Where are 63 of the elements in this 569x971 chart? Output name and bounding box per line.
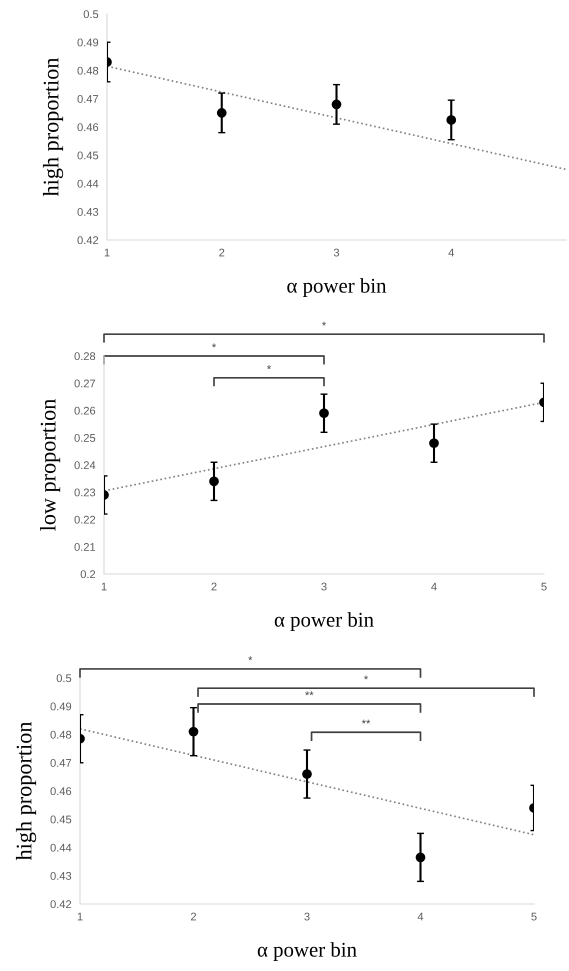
- annotation: *: [267, 365, 271, 370]
- y-tick-label: 0.43: [50, 872, 72, 880]
- x-tick-label: 2: [219, 248, 224, 256]
- y-tick-label: 0.46: [50, 787, 72, 796]
- x-tick-label: 4: [431, 582, 437, 590]
- y-tick-label: 0.49: [77, 38, 98, 46]
- x-tick-label: 4: [448, 248, 454, 256]
- x-tick-label: 2: [190, 912, 196, 920]
- point: [446, 115, 456, 125]
- y-axis-title: high proportion: [42, 58, 64, 196]
- y-axis-title: low proportion: [40, 398, 60, 531]
- y-tick-label: 0.5: [84, 10, 98, 18]
- x-tick-label: 3: [334, 248, 340, 256]
- annotation: *: [364, 676, 368, 680]
- y-tick-label: 0.5: [56, 674, 72, 682]
- y-tick-label: 0.44: [50, 844, 72, 852]
- text: *: [248, 656, 252, 660]
- point: [209, 476, 219, 486]
- x-tick-label: 2: [211, 582, 217, 590]
- point: [216, 108, 227, 118]
- y-tick-label: 0.42: [50, 900, 72, 908]
- point: [188, 726, 198, 737]
- y-tick-label: 0.45: [77, 152, 98, 160]
- x-tick-label: 4: [418, 912, 424, 920]
- y-tick-label: 0.23: [74, 488, 96, 496]
- y-tick-label: 0.46: [77, 123, 98, 132]
- x-tick-label: 5: [531, 912, 537, 920]
- y-tick-label: 0.49: [50, 702, 72, 710]
- x-tick-label: 3: [304, 912, 310, 920]
- point: [332, 100, 342, 110]
- y-tick-label: 0.43: [77, 208, 98, 216]
- point: [429, 438, 439, 448]
- x-axis-title: α power bin: [287, 278, 386, 298]
- x-axis-title: α power bin: [274, 612, 374, 632]
- y-tick-label: 0.44: [77, 180, 98, 188]
- y-tick-label: 0.47: [77, 95, 98, 103]
- y-tick-label: 0.27: [74, 380, 96, 388]
- y-tick-label: 0.45: [50, 816, 72, 824]
- y-tick-label: 0.24: [74, 461, 96, 470]
- y-tick-label: 0.47: [50, 759, 72, 767]
- y-tick-label: 0.26: [74, 406, 96, 415]
- text: *: [322, 322, 326, 326]
- y-tick-label: 0.25: [74, 434, 96, 442]
- y-tick-label: 0.42: [77, 236, 98, 244]
- x-axis-title: α power bin: [258, 942, 357, 962]
- y-tick-label: 0.21: [74, 543, 96, 551]
- y-axis-title: high proportion: [16, 722, 36, 860]
- y-tick-label: 0.2: [80, 570, 96, 578]
- x-tick-label: 1: [78, 912, 83, 920]
- text: *: [212, 343, 216, 348]
- point: [416, 852, 426, 862]
- point: [302, 769, 312, 779]
- y-tick-label: 0.48: [50, 730, 72, 739]
- y-tick-label: 0.48: [77, 66, 98, 75]
- x-tick-label: 3: [321, 582, 327, 590]
- y-tick-label: 0.22: [74, 516, 96, 524]
- annotation: **: [362, 720, 370, 724]
- x-tick-label: 5: [541, 582, 547, 590]
- x-tick-label: 1: [104, 248, 110, 256]
- point: [319, 408, 329, 418]
- y-tick-label: 0.28: [74, 352, 96, 360]
- x-tick-label: 1: [102, 582, 107, 590]
- annotation: **: [305, 691, 314, 696]
